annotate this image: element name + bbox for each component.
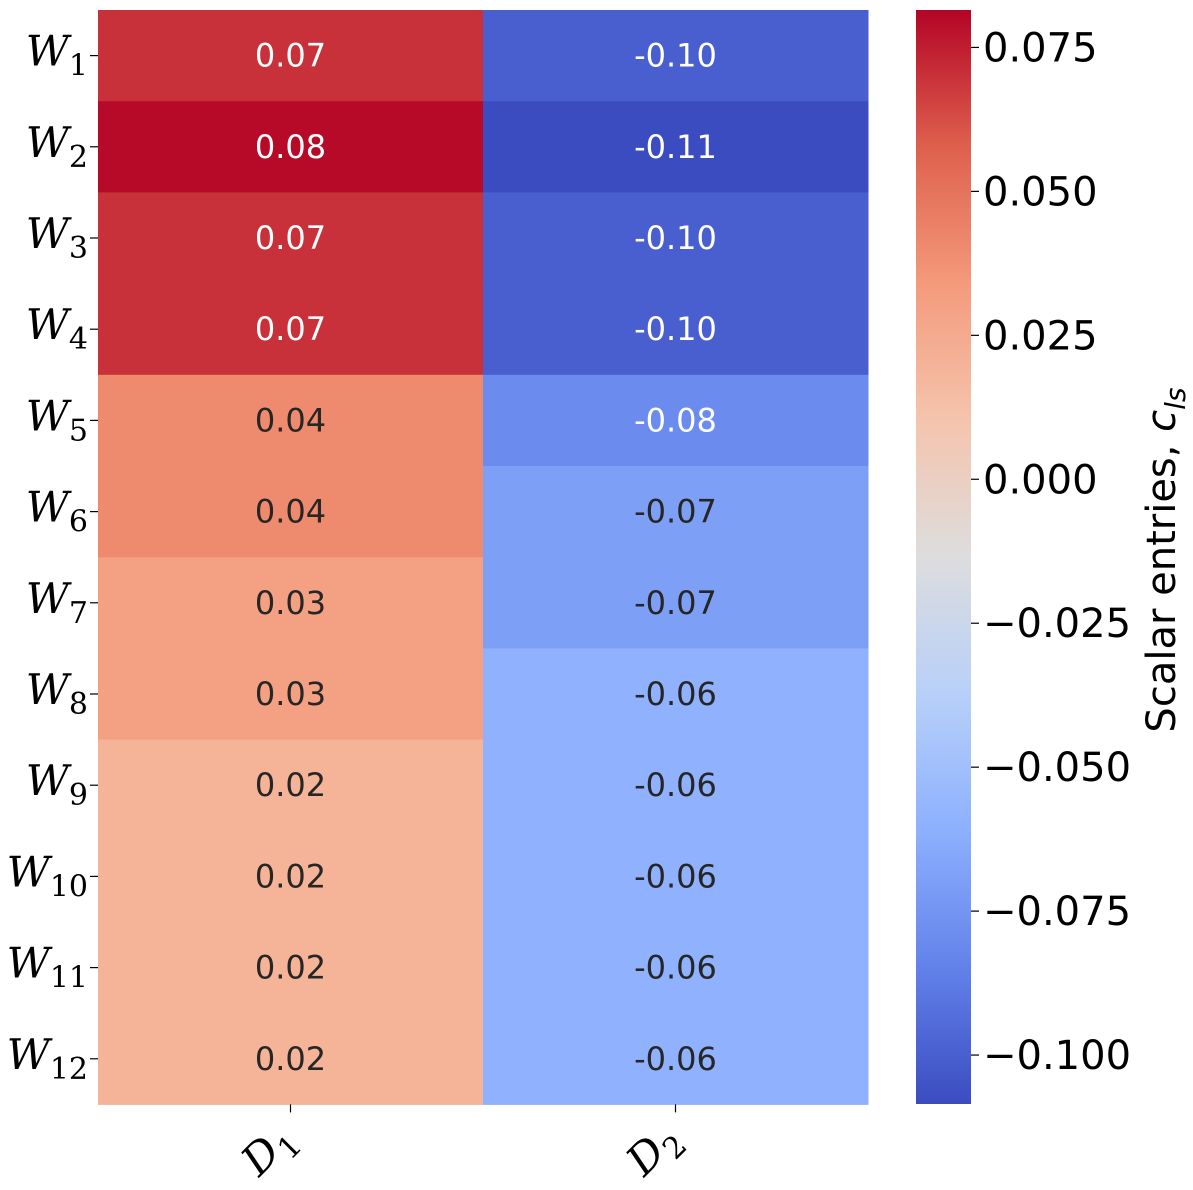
- colorbar: [916, 10, 971, 1104]
- column-tick-label: D2: [616, 1113, 694, 1190]
- row-tick-label: W1: [26, 27, 88, 84]
- colorbar-tick-label: 0.075: [983, 25, 1098, 71]
- heatmap-cell: [98, 830, 484, 923]
- cell-value-label: -0.08: [634, 401, 717, 439]
- cell-value-label: 0.02: [255, 949, 326, 987]
- heatmap-cell: [98, 10, 484, 102]
- heatmap-cell: [98, 374, 484, 467]
- cell-value-label: 0.03: [255, 675, 326, 713]
- colorbar-label-text: Scalar entries,: [1139, 432, 1185, 733]
- heatmap-cell: [483, 466, 869, 558]
- cell-value-label: -0.07: [634, 493, 717, 531]
- cell-value-label: -0.06: [634, 766, 717, 804]
- row-tick-label: W6: [26, 483, 88, 540]
- heatmap-cell: [483, 830, 869, 923]
- colorbar-tick-label: −0.050: [983, 745, 1131, 791]
- cell-value-label: 0.02: [255, 857, 326, 895]
- row-tick-label: W3: [26, 209, 88, 266]
- colorbar-ticks: 0.075 0.050 0.025 0.000 −0.025 −0.050 −0.075 −0…: [971, 25, 1131, 1079]
- cell-value-label: -0.06: [634, 949, 717, 987]
- colorbar-label-subscript: ls: [1159, 387, 1192, 409]
- colorbar-tick-label: 0.050: [983, 169, 1098, 215]
- row-tick-label: W5: [26, 391, 88, 448]
- cell-value-label: 0.07: [255, 219, 326, 257]
- colorbar-tick-label: −0.025: [983, 601, 1131, 647]
- colorbar-label-symbol: c: [1139, 410, 1185, 432]
- row-tick-label: W8: [26, 665, 88, 722]
- cell-value-label: 0.02: [255, 766, 326, 804]
- row-tick-label: W9: [26, 756, 88, 813]
- row-tick-label: W2: [26, 118, 88, 175]
- cell-value-label: 0.02: [255, 1040, 326, 1078]
- row-tick-label: W12: [7, 1030, 88, 1087]
- heatmap-cell: [98, 101, 484, 193]
- heatmap-cell: [483, 10, 869, 102]
- cell-value-label: 0.04: [255, 401, 326, 439]
- column-tick-label: D1: [231, 1113, 309, 1190]
- cell-value-label: -0.06: [634, 1040, 717, 1078]
- colorbar-tick-label: −0.100: [983, 1033, 1131, 1079]
- row-tick-labels: W1 W2 W3 W4 W5 W6 W7 W8 W9 W10 W11 W12: [7, 27, 98, 1087]
- cell-value-label: -0.10: [634, 219, 717, 257]
- cell-value-label: -0.10: [634, 310, 717, 348]
- cell-value-label: 0.07: [255, 310, 326, 348]
- colorbar-tick-label: −0.075: [983, 889, 1131, 935]
- colorbar-tick-label: 0.000: [983, 457, 1098, 503]
- cell-value-label: 0.08: [255, 128, 326, 166]
- cell-value-label: -0.07: [634, 584, 717, 622]
- cell-value-label: 0.03: [255, 584, 326, 622]
- heatmap-cell: [483, 739, 869, 832]
- heatmap-cell: [98, 648, 484, 741]
- row-tick-label: W10: [7, 847, 88, 904]
- row-tick-label: W11: [7, 939, 88, 996]
- cell-value-label: 0.04: [255, 493, 326, 531]
- heatmap-cells: 0.07 -0.10 0.08 -0.11 0.07 -0.10 0.07 -0.10 0.04…: [98, 10, 869, 1105]
- heatmap-cell: [98, 1013, 484, 1105]
- cell-value-label: -0.06: [634, 857, 717, 895]
- heatmap-cell: [98, 739, 484, 832]
- cell-value-label: -0.10: [634, 37, 717, 75]
- column-tick-labels: D1 D2: [231, 1104, 694, 1190]
- colorbar-label: Scalar entries, cls: [1139, 387, 1192, 732]
- cell-value-label: -0.11: [634, 128, 717, 166]
- cell-value-label: -0.06: [634, 675, 717, 713]
- heatmap-cell: [98, 466, 484, 558]
- cell-value-label: 0.07: [255, 37, 326, 75]
- heatmap-cell: [483, 101, 869, 193]
- heatmap-cell: [483, 648, 869, 741]
- heatmap-cell: [483, 1013, 869, 1105]
- row-tick-label: W4: [26, 300, 88, 357]
- heatmap-cell: [483, 192, 869, 285]
- row-tick-label: W7: [26, 574, 88, 631]
- heatmap-cell: [98, 283, 484, 376]
- heatmap-cell: [483, 922, 869, 1014]
- heatmap-cell: [98, 557, 484, 649]
- heatmap-cell: [98, 192, 484, 285]
- heatmap-cell: [483, 283, 869, 376]
- heatmap-cell: [483, 374, 869, 467]
- heatmap-cell: [98, 922, 484, 1014]
- colorbar-tick-label: 0.025: [983, 313, 1098, 359]
- heatmap-cell: [483, 557, 869, 649]
